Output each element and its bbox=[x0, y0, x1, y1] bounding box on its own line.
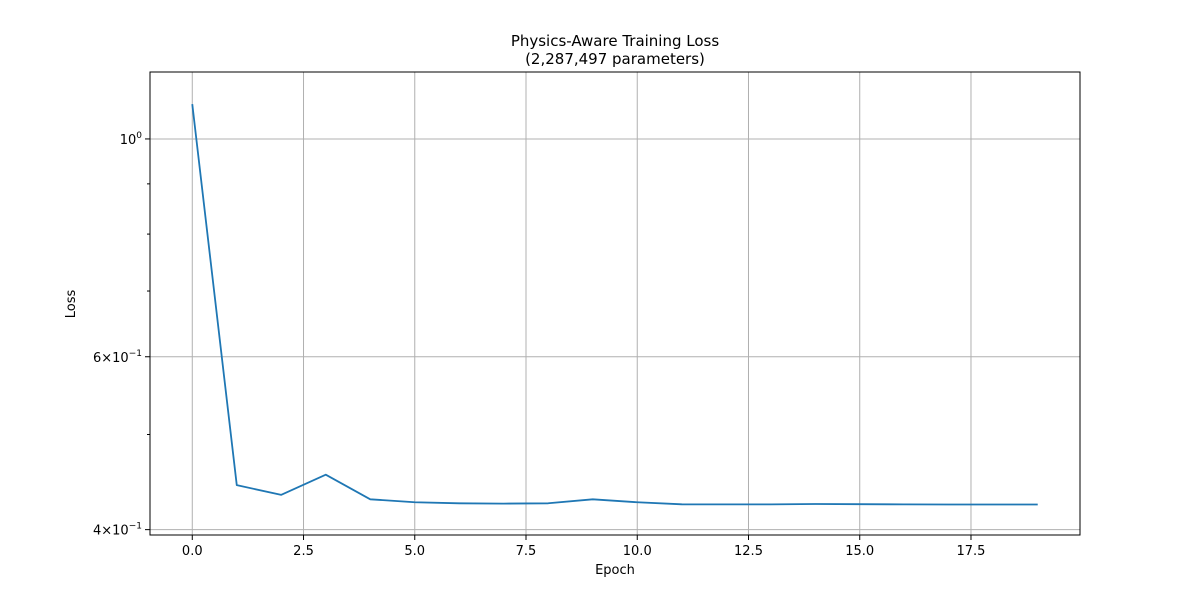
y-tick-label: 100 bbox=[120, 131, 143, 148]
chart-subtitle: (2,287,497 parameters) bbox=[525, 50, 705, 68]
x-tick-label: 2.5 bbox=[293, 544, 314, 559]
x-tick-label: 5.0 bbox=[404, 544, 425, 559]
x-tick-label: 7.5 bbox=[516, 544, 537, 559]
plot-frame bbox=[149, 71, 1081, 536]
series-layer bbox=[191, 104, 1038, 506]
x-tick-label: 10.0 bbox=[623, 544, 652, 559]
y-tick-label: 6×10−1 bbox=[93, 349, 142, 366]
x-axis-label: Epoch bbox=[595, 563, 635, 578]
chart-title: Physics-Aware Training Loss bbox=[511, 32, 720, 50]
y-axis-label: Loss bbox=[64, 290, 79, 319]
x-tick-label: 0.0 bbox=[182, 544, 203, 559]
ticks-layer: 0.0 2.5 5.0 7.5 10.0 12.5 15.0 17.5 100 6×10−1 4×1… bbox=[93, 131, 985, 559]
x-tick-label: 12.5 bbox=[734, 544, 763, 559]
grid-layer bbox=[150, 72, 1080, 535]
x-tick-label: 15.0 bbox=[845, 544, 874, 559]
y-tick-label: 4×10−1 bbox=[93, 522, 142, 539]
series-line bbox=[191, 104, 1038, 506]
x-tick-label: 17.5 bbox=[957, 544, 986, 559]
